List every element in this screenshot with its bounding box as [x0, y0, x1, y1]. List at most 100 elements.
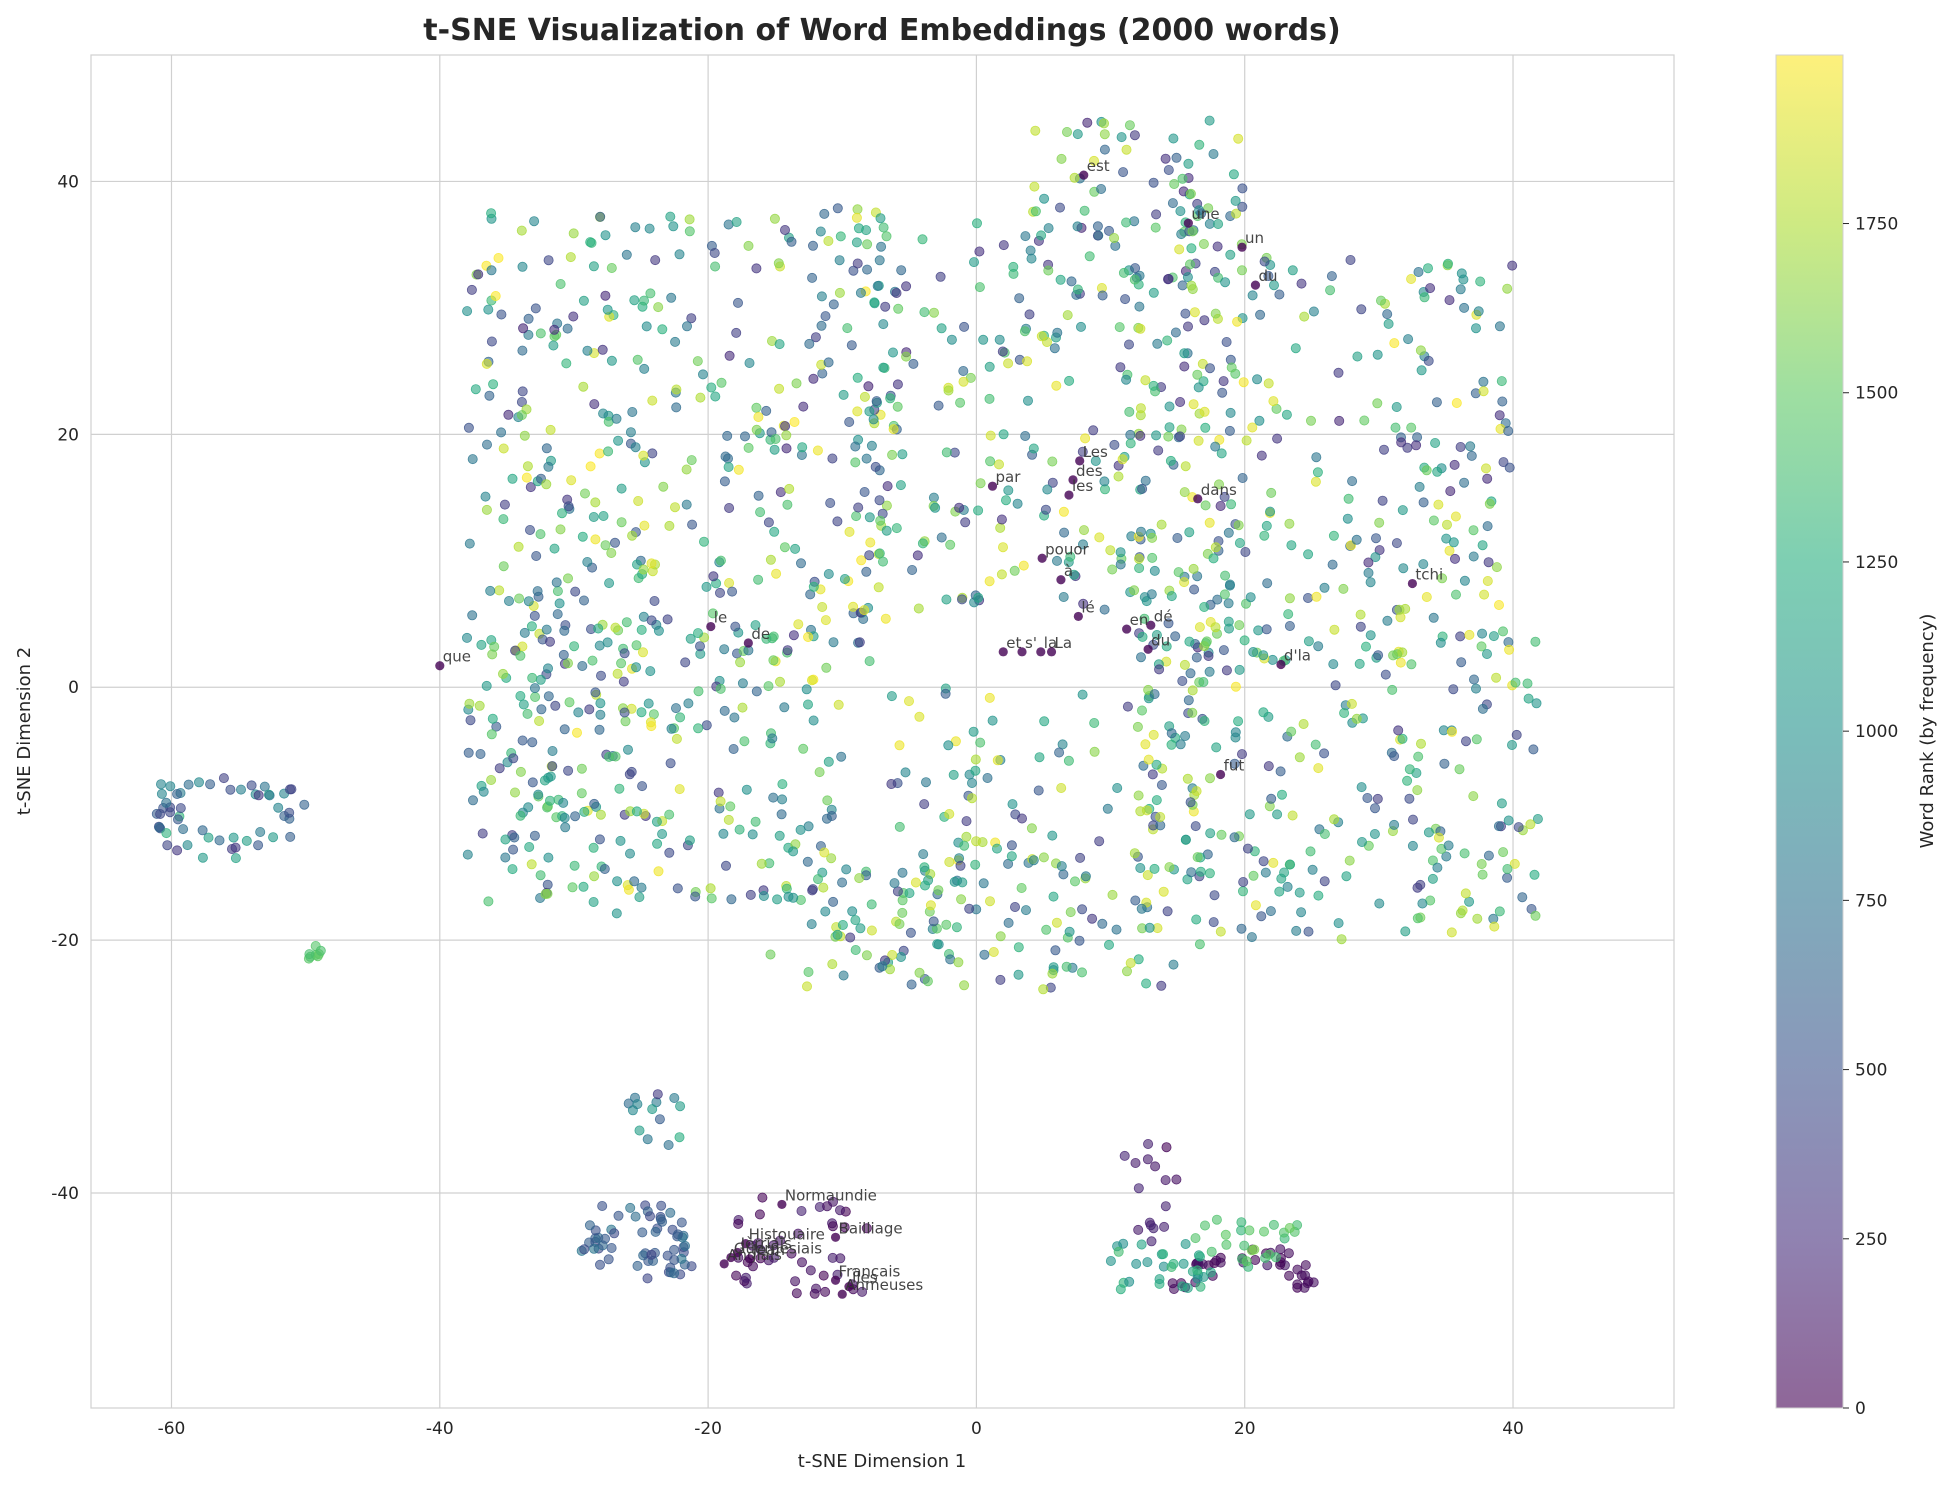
scatter-point — [844, 416, 855, 427]
scatter-point — [1319, 748, 1330, 759]
scatter-point — [619, 707, 630, 718]
scatter-point — [1416, 365, 1427, 376]
labeled-point — [1064, 490, 1074, 500]
scatter-point — [1502, 872, 1513, 883]
scatter-point — [590, 497, 601, 508]
scatter-point — [613, 435, 624, 446]
scatter-point — [652, 1089, 663, 1100]
scatter-point — [611, 908, 622, 919]
scatter-point — [595, 1259, 606, 1270]
scatter-point — [1028, 855, 1039, 866]
scatter-point — [165, 781, 176, 792]
scatter-point — [515, 766, 526, 777]
scatter-point — [1433, 832, 1444, 843]
scatter-point — [941, 594, 952, 605]
scatter-point — [595, 211, 606, 222]
scatter-point — [1190, 1233, 1201, 1244]
scatter-point — [569, 641, 580, 652]
scatter-point — [1493, 821, 1504, 832]
scatter-point — [1234, 664, 1245, 675]
scatter-point — [1233, 716, 1244, 727]
scatter-point — [1160, 1175, 1171, 1186]
scatter-point — [1389, 338, 1400, 349]
scatter-point — [1269, 280, 1280, 291]
scatter-point — [616, 658, 627, 669]
scatter-point — [547, 761, 558, 772]
scatter-point — [563, 765, 574, 776]
scatter-point — [877, 961, 888, 972]
scatter-point — [1239, 635, 1250, 646]
scatter-point — [701, 720, 712, 731]
scatter-point — [1325, 285, 1336, 296]
y-tick-label: 40 — [57, 172, 79, 192]
scatter-point — [1240, 547, 1251, 558]
scatter-point — [1164, 401, 1175, 412]
word-label: un — [1245, 229, 1264, 247]
scatter-point — [886, 691, 897, 702]
scatter-point — [1286, 540, 1297, 551]
scatter-point — [1166, 591, 1177, 602]
scatter-point — [598, 408, 609, 419]
scatter-point — [1214, 479, 1225, 490]
scatter-point — [545, 795, 556, 806]
scatter-point — [671, 703, 682, 714]
scatter-point — [1253, 625, 1264, 636]
scatter-point — [682, 321, 693, 332]
scatter-point — [1175, 206, 1186, 217]
scatter-point — [525, 482, 536, 493]
y-tick-label: -40 — [51, 1184, 79, 1204]
scatter-point — [1258, 707, 1269, 718]
scatter-point — [1099, 118, 1110, 129]
scatter-point — [724, 502, 735, 513]
scatter-point — [725, 801, 736, 812]
scatter-point — [881, 525, 892, 536]
scatter-point — [627, 406, 638, 417]
scatter-point — [1407, 840, 1418, 851]
scatter-point — [1374, 898, 1385, 909]
scatter-point — [1104, 939, 1115, 950]
scatter-point — [782, 645, 793, 656]
scatter-point — [665, 1207, 676, 1218]
scatter-point — [1190, 821, 1201, 832]
scatter-point — [1143, 1139, 1154, 1150]
scatter-point — [1308, 306, 1319, 317]
scatter-point — [861, 950, 872, 961]
scatter-point — [779, 702, 790, 713]
scatter-point — [606, 262, 617, 273]
scatter-point — [1168, 1258, 1179, 1269]
scatter-point — [828, 637, 839, 648]
scatter-point — [1408, 814, 1419, 825]
scatter-point — [638, 564, 649, 575]
scatter-point — [1285, 859, 1296, 870]
word-label: dé — [1154, 607, 1173, 625]
scatter-point — [1413, 751, 1424, 762]
scatter-point — [1275, 1244, 1286, 1255]
scatter-point — [1121, 374, 1132, 385]
scatter-point — [582, 345, 593, 356]
scatter-point — [958, 376, 969, 387]
scatter-point — [523, 313, 534, 324]
scatter-point — [866, 440, 877, 451]
scatter-point — [545, 771, 556, 782]
scatter-point — [798, 401, 809, 412]
scatter-point — [936, 323, 947, 334]
scatter-point — [1069, 172, 1080, 183]
scatter-point — [1478, 386, 1489, 397]
scatter-point — [498, 443, 509, 454]
scatter-point — [807, 885, 818, 896]
scatter-point — [1459, 848, 1470, 859]
scatter-point — [483, 304, 494, 315]
scatter-point — [1146, 1236, 1157, 1247]
scatter-point — [1047, 968, 1058, 979]
scatter-point — [647, 395, 658, 406]
word-label: Français — [839, 1262, 901, 1280]
scatter-point — [1133, 790, 1144, 801]
scatter-point — [576, 788, 587, 799]
scatter-point — [1211, 1214, 1222, 1225]
scatter-point — [680, 657, 691, 668]
scatter-point — [1135, 403, 1146, 414]
scatter-point — [645, 1211, 656, 1222]
scatter-point — [1146, 589, 1157, 600]
scatter-point — [527, 737, 538, 748]
scatter-point — [1119, 1150, 1130, 1161]
